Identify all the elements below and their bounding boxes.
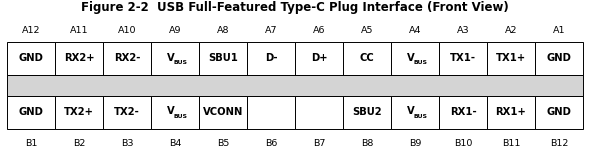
Text: V: V [407, 53, 415, 63]
Text: A12: A12 [22, 26, 40, 35]
Text: B5: B5 [217, 139, 229, 148]
Text: GND: GND [546, 107, 571, 117]
Bar [439, 42, 487, 75]
Text: VCONN: VCONN [203, 107, 243, 117]
Text: A11: A11 [70, 26, 88, 35]
Text: V: V [407, 106, 415, 116]
Bar [343, 96, 391, 129]
Text: TX2-: TX2- [114, 107, 140, 117]
Text: B7: B7 [313, 139, 325, 148]
Text: TX1+: TX1+ [496, 53, 526, 64]
Bar [295, 96, 343, 129]
Text: BUS: BUS [174, 60, 188, 65]
Text: B3: B3 [121, 139, 133, 148]
Text: GND: GND [19, 107, 44, 117]
Bar [487, 42, 535, 75]
Text: A4: A4 [409, 26, 421, 35]
Text: RX2+: RX2+ [64, 53, 94, 64]
Text: BUS: BUS [174, 114, 188, 119]
Text: A7: A7 [265, 26, 277, 35]
Bar [151, 96, 199, 129]
Text: RX1+: RX1+ [496, 107, 526, 117]
Text: A9: A9 [169, 26, 181, 35]
Text: B2: B2 [73, 139, 85, 148]
Text: B4: B4 [169, 139, 181, 148]
Text: B12: B12 [550, 139, 568, 148]
Text: Figure 2-2  USB Full-Featured Type-C Plug Interface (Front View): Figure 2-2 USB Full-Featured Type-C Plug… [81, 1, 509, 14]
Bar [535, 96, 583, 129]
Text: B8: B8 [361, 139, 373, 148]
Text: A6: A6 [313, 26, 325, 35]
Bar [7, 75, 583, 96]
Text: B9: B9 [409, 139, 421, 148]
Text: RX1-: RX1- [450, 107, 476, 117]
Text: GND: GND [19, 53, 44, 64]
Text: B11: B11 [502, 139, 520, 148]
Text: RX2-: RX2- [114, 53, 140, 64]
Bar [487, 96, 535, 129]
Bar [199, 96, 247, 129]
Bar [343, 42, 391, 75]
Bar [55, 96, 103, 129]
Bar [247, 96, 295, 129]
Text: TX1-: TX1- [450, 53, 476, 64]
Bar [439, 96, 487, 129]
Bar [151, 42, 199, 75]
Bar [295, 42, 343, 75]
Text: B1: B1 [25, 139, 37, 148]
Bar [391, 42, 439, 75]
Bar [55, 42, 103, 75]
Text: B10: B10 [454, 139, 472, 148]
Bar [247, 42, 295, 75]
Bar [7, 96, 55, 129]
Text: BUS: BUS [414, 60, 428, 65]
Text: SBU2: SBU2 [352, 107, 382, 117]
Text: D+: D+ [311, 53, 327, 64]
Text: V: V [168, 53, 175, 63]
Text: A1: A1 [553, 26, 565, 35]
Text: B6: B6 [265, 139, 277, 148]
Bar [103, 42, 151, 75]
Bar [7, 42, 55, 75]
Text: D-: D- [265, 53, 277, 64]
Text: V: V [168, 106, 175, 116]
Bar [391, 96, 439, 129]
Text: CC: CC [359, 53, 374, 64]
Text: A2: A2 [504, 26, 517, 35]
Text: SBU1: SBU1 [208, 53, 238, 64]
Text: A8: A8 [217, 26, 230, 35]
Text: TX2+: TX2+ [64, 107, 94, 117]
Text: GND: GND [546, 53, 571, 64]
Text: A3: A3 [457, 26, 469, 35]
Bar [103, 96, 151, 129]
Bar [199, 42, 247, 75]
Text: A5: A5 [360, 26, 373, 35]
Text: BUS: BUS [414, 114, 428, 119]
Bar [535, 42, 583, 75]
Text: A10: A10 [118, 26, 136, 35]
